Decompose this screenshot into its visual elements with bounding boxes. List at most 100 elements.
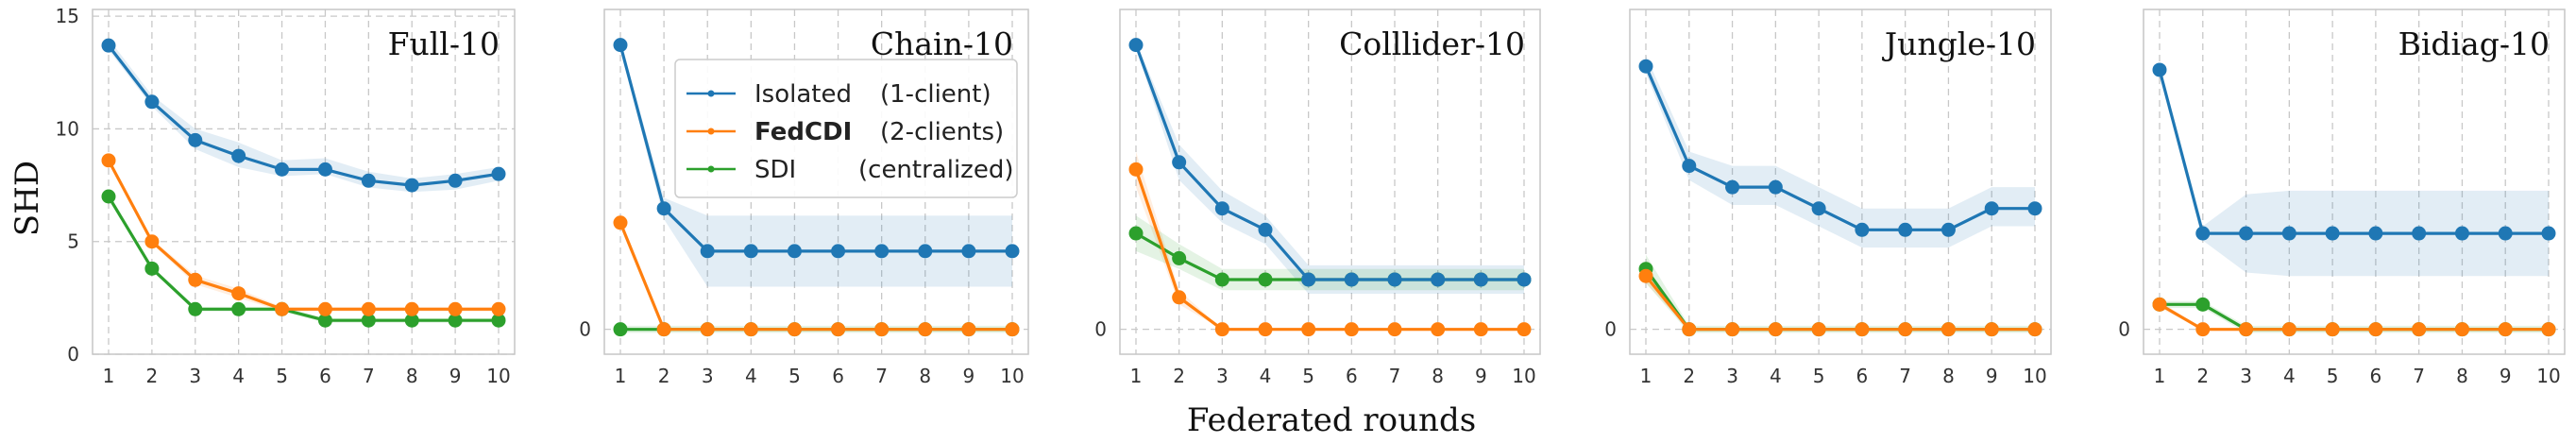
data-point xyxy=(613,215,628,230)
data-point xyxy=(2454,322,2469,337)
legend: Isolated (1-client) FedCDI (2-clients) SDI (c… xyxy=(674,59,1018,198)
x-tick-label: 4 xyxy=(2283,365,2296,387)
data-point xyxy=(961,244,976,259)
data-point xyxy=(700,322,715,337)
x-tick-label: 5 xyxy=(788,365,801,387)
x-tick-label: 10 xyxy=(2023,365,2046,387)
data-point xyxy=(613,38,628,53)
data-point xyxy=(231,286,246,301)
data-point xyxy=(2498,322,2513,337)
data-point xyxy=(1344,322,1359,337)
x-axis-label: Federated rounds xyxy=(1187,401,1476,439)
data-point xyxy=(1301,272,1316,287)
x-tick-label: 2 xyxy=(2196,365,2209,387)
panel-frame xyxy=(2143,9,2566,355)
data-point xyxy=(1517,272,1532,287)
data-point xyxy=(361,173,376,188)
data-point xyxy=(1344,272,1359,287)
data-point xyxy=(1258,222,1273,237)
data-point xyxy=(1172,250,1187,265)
x-tick-label: 2 xyxy=(146,365,159,387)
data-point xyxy=(656,201,671,216)
data-point xyxy=(2195,297,2211,312)
data-point xyxy=(831,244,846,259)
panel-title: Jungle-10 xyxy=(1882,26,2036,62)
data-point xyxy=(1005,322,1020,337)
x-tick-label: 6 xyxy=(1346,365,1358,387)
panel-frame xyxy=(1629,9,2052,355)
x-tick-label: 8 xyxy=(406,365,418,387)
y-tick-label: 5 xyxy=(67,230,79,253)
y-tick-label: 15 xyxy=(56,5,79,27)
data-point xyxy=(361,313,376,328)
legend-marker xyxy=(707,165,715,173)
data-point xyxy=(2281,226,2296,241)
data-point xyxy=(2412,226,2427,241)
data-point xyxy=(231,301,246,316)
x-tick-label: 1 xyxy=(103,365,115,387)
legend-method: Isolated xyxy=(754,80,852,109)
data-point xyxy=(2239,322,2254,337)
panel-1: 1 2 3 4 5 6 7 8 9 10 0 5 10 15 Full-10 xyxy=(56,5,516,387)
data-point xyxy=(317,313,332,328)
data-point xyxy=(874,244,890,259)
data-point xyxy=(1940,322,1956,337)
panel-5: 1 2 3 4 5 6 7 8 9 10 0 Bidiag-10 xyxy=(2118,9,2566,387)
legend-marker xyxy=(707,90,715,97)
x-tick-label: 5 xyxy=(1302,365,1314,387)
x-tick-label: 3 xyxy=(702,365,714,387)
data-point xyxy=(961,322,976,337)
x-tick-label: 6 xyxy=(2370,365,2382,387)
data-point xyxy=(1984,322,1999,337)
data-point xyxy=(2239,226,2254,241)
panel-frame xyxy=(1119,9,1541,355)
data-point xyxy=(918,322,933,337)
confidence-band xyxy=(2160,66,2549,277)
series-line xyxy=(107,196,499,322)
data-point xyxy=(404,313,419,328)
data-point xyxy=(1431,272,1446,287)
data-point xyxy=(656,322,671,337)
data-point xyxy=(1811,201,1826,216)
series-line xyxy=(107,160,499,311)
data-point xyxy=(1172,290,1187,305)
series-line xyxy=(2159,302,2549,332)
data-point xyxy=(2325,322,2340,337)
data-point xyxy=(787,322,802,337)
data-point xyxy=(1258,272,1273,287)
legend-marker xyxy=(707,128,715,135)
x-tick-label: 9 xyxy=(1475,365,1487,387)
x-tick-label: 3 xyxy=(189,365,201,387)
panel-frame xyxy=(92,9,516,355)
confidence-band xyxy=(1646,254,2035,333)
panel-title: Full-10 xyxy=(388,26,500,62)
data-point xyxy=(2412,322,2427,337)
x-tick-label: 8 xyxy=(1432,365,1444,387)
data-point xyxy=(448,173,463,188)
data-point xyxy=(1258,322,1273,337)
x-tick-label: 1 xyxy=(615,365,627,387)
data-point xyxy=(2368,226,2383,241)
data-point xyxy=(1214,272,1229,287)
series-line xyxy=(1134,168,1524,332)
data-point xyxy=(188,132,203,147)
data-point xyxy=(1172,155,1187,170)
x-tick-label: 4 xyxy=(1770,365,1782,387)
data-point xyxy=(188,272,203,287)
y-tick-label: 0 xyxy=(67,343,79,366)
data-point xyxy=(1214,322,1229,337)
data-point xyxy=(1128,226,1144,241)
data-point xyxy=(101,38,116,53)
panel-title: Chain-10 xyxy=(871,26,1013,62)
x-tick-label: 8 xyxy=(919,365,931,387)
x-tick-label: 9 xyxy=(449,365,462,387)
data-point xyxy=(491,301,506,316)
x-tick-label: 7 xyxy=(1899,365,1911,387)
data-point xyxy=(743,322,758,337)
series-line xyxy=(1644,275,2035,332)
legend-box xyxy=(674,59,1018,198)
data-point xyxy=(1898,322,1913,337)
x-tick-label: 7 xyxy=(1389,365,1401,387)
y-tick-label: 0 xyxy=(579,318,591,341)
